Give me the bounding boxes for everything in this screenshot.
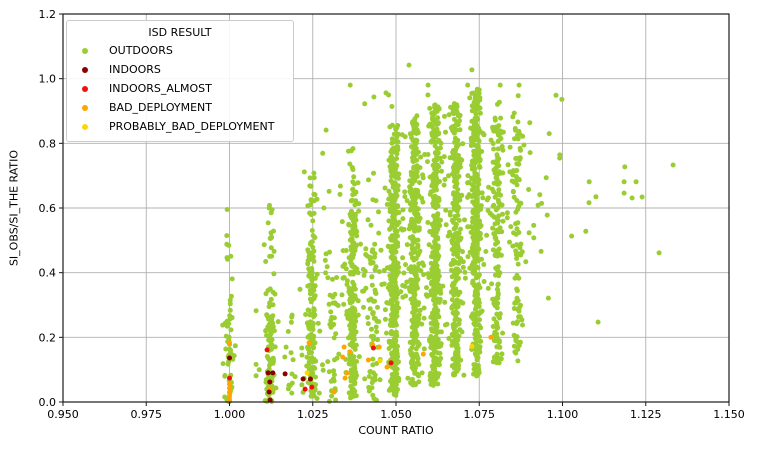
tick-marks	[59, 13, 730, 406]
legend-entry-bad_deployment: BAD_DEPLOYMENT	[75, 98, 285, 117]
legend-entry-label: INDOORS_ALMOST	[109, 82, 212, 95]
legend-marker-dot	[82, 123, 88, 130]
y-tick-label: 0.2	[39, 331, 57, 344]
tick-labels: 0.950 0.975 1.000 1.025 1.050 1.075 1.100 1.125…	[39, 8, 745, 421]
x-tick-label: 1.025	[297, 408, 329, 421]
legend-entry-label: BAD_DEPLOYMENT	[109, 101, 212, 114]
x-tick-label: 1.100	[547, 408, 579, 421]
x-tick-label: 1.125	[630, 408, 662, 421]
y-tick-label: 1.0	[39, 73, 57, 86]
legend-marker-dot	[82, 66, 88, 73]
legend-items: OUTDOORS INDOORS INDOORS_ALMOST BAD_DEPLOYM…	[75, 41, 285, 136]
y-tick-label: 0.4	[39, 267, 57, 280]
x-tick-label: 0.950	[47, 408, 79, 421]
y-tick-label: 0.6	[39, 202, 57, 215]
legend-marker-dot	[82, 104, 88, 111]
scatter-points-indoors_almost	[227, 345, 394, 392]
x-tick-label: 0.975	[131, 408, 163, 421]
x-tick-label: 1.000	[214, 408, 246, 421]
legend-entry-label: PROBABLY_BAD_DEPLOYMENT	[109, 120, 275, 133]
x-tick-label: 1.075	[464, 408, 496, 421]
legend: ISD RESULT OUTDOORS INDOORS INDOORS_ALMOST…	[66, 20, 294, 142]
y-axis-label: SI_OBS/SI_THE RATIO	[7, 149, 21, 267]
legend-entry-label: OUTDOORS	[109, 44, 173, 57]
x-tick-label: 1.150	[713, 408, 745, 421]
x-axis-label: COUNT RATIO	[358, 424, 434, 437]
legend-entry-indoors: INDOORS	[75, 60, 285, 79]
y-tick-label: 1.2	[39, 8, 57, 21]
legend-title: ISD RESULT	[148, 26, 212, 39]
y-tick-label: 0.0	[39, 396, 57, 409]
legend-marker-dot	[82, 85, 88, 92]
legend-entry-probably_bad_deployment: PROBABLY_BAD_DEPLOYMENT	[75, 117, 285, 136]
scatter-points-probably_bad_deployment	[304, 343, 475, 376]
y-tick-label: 0.8	[39, 137, 57, 150]
scatter-points-indoors	[227, 355, 313, 403]
legend-entry-outdoors: OUTDOORS	[75, 41, 285, 60]
legend-marker-dot	[82, 47, 88, 54]
legend-entry-indoors_almost: INDOORS_ALMOST	[75, 79, 285, 98]
legend-entry-label: INDOORS	[109, 63, 161, 76]
x-tick-label: 1.050	[380, 408, 412, 421]
scatter-points-bad_deployment	[227, 334, 494, 403]
